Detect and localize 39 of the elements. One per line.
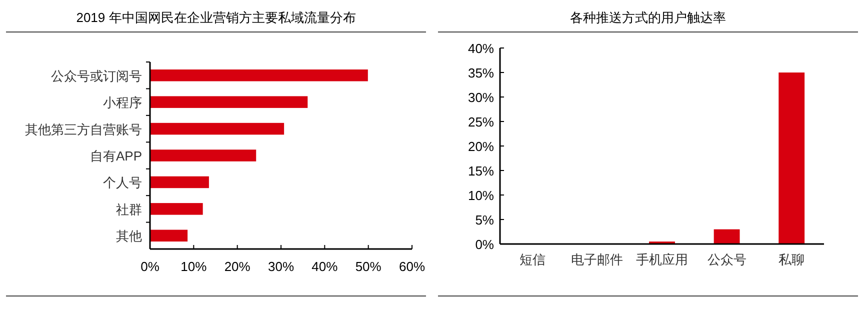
- y-tick-label: 其他第三方自营账号: [25, 122, 142, 137]
- bar: [150, 150, 256, 162]
- x-tick-label: 私聊: [778, 252, 805, 267]
- y-tick-label: 20%: [468, 139, 494, 154]
- bar: [150, 96, 308, 108]
- y-tick-label: 公众号或订阅号: [51, 68, 142, 84]
- x-tick-label: 20%: [224, 259, 251, 274]
- bar: [150, 122, 284, 135]
- x-tick-label: 60%: [398, 259, 426, 274]
- y-tick-label: 个人号: [103, 175, 142, 190]
- x-tick-label: 电子邮件: [571, 252, 624, 267]
- y-tick-label: 自有APP: [90, 148, 142, 164]
- bar: [150, 203, 203, 215]
- x-tick-label: 10%: [180, 259, 208, 274]
- bar: [778, 72, 805, 244]
- bar: [150, 230, 188, 242]
- y-tick-label: 30%: [468, 90, 494, 105]
- x-tick-label: 公众号: [707, 252, 746, 267]
- y-tick-label: 40%: [468, 41, 494, 56]
- y-tick-label: 25%: [468, 114, 494, 130]
- chart-title: 2019 年中国网民在企业营销方主要私域流量分布: [76, 10, 356, 25]
- bar: [150, 69, 368, 82]
- y-tick-label: 15%: [468, 164, 494, 178]
- x-tick-label: 短信: [519, 252, 546, 267]
- bar: [150, 176, 209, 188]
- chart-title: 各种推送方式的用户触达率: [570, 10, 726, 25]
- y-tick-label: 其他: [116, 228, 142, 244]
- bar: [714, 229, 740, 244]
- y-tick-label: 社群: [116, 202, 142, 217]
- x-tick-label: 手机应用: [636, 252, 688, 267]
- x-tick-label: 0%: [140, 259, 160, 274]
- y-tick-label: 35%: [468, 66, 494, 80]
- x-tick-label: 30%: [268, 259, 294, 274]
- x-tick-label: 40%: [312, 259, 338, 274]
- y-tick-label: 10%: [468, 188, 494, 203]
- y-tick-label: 5%: [475, 212, 494, 228]
- x-tick-label: 50%: [355, 259, 382, 274]
- y-tick-label: 0%: [475, 237, 494, 252]
- y-tick-label: 小程序: [103, 95, 142, 110]
